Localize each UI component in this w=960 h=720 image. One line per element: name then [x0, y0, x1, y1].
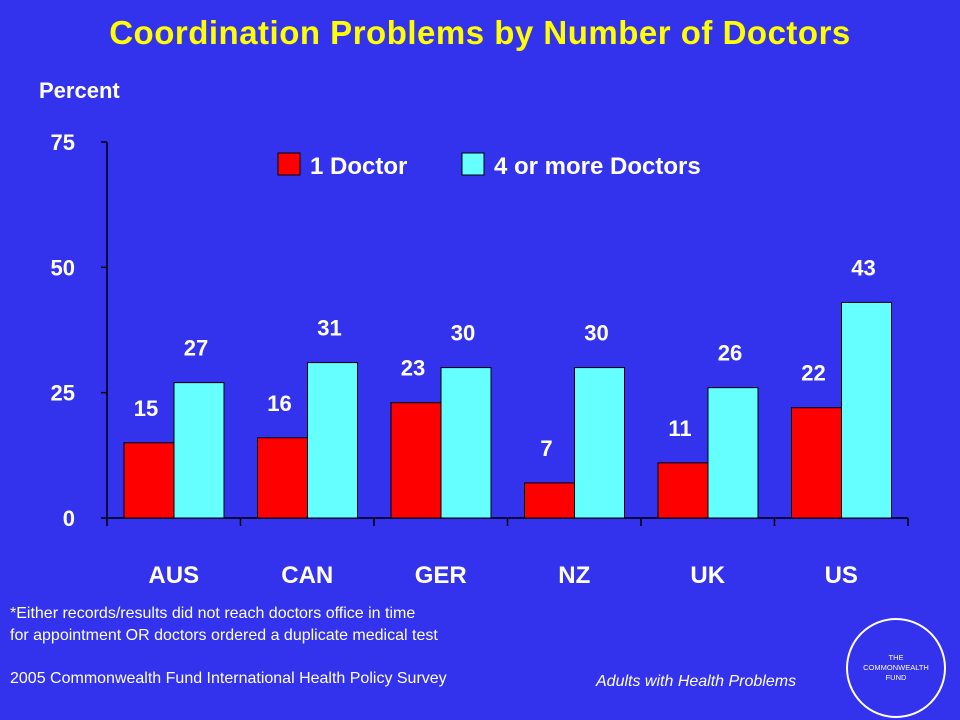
legend-swatch-four-plus-doctors [461, 152, 485, 176]
footnote-line-1: *Either records/results did not reach do… [10, 605, 416, 622]
y-axis-label: Percent [39, 78, 120, 103]
data-label: 30 [451, 321, 475, 346]
logo-line-2: COMMONWEALTH [863, 663, 929, 672]
source-note: 2005 Commonwealth Fund International Hea… [10, 670, 447, 687]
data-label: 27 [184, 336, 208, 361]
y-tick-label: 0 [63, 506, 75, 531]
x-tick-label: GER [415, 562, 467, 589]
x-tick-label: US [825, 562, 858, 589]
bar-four-plus-doctors [440, 367, 492, 519]
data-label: 31 [317, 316, 341, 341]
data-label: 7 [540, 436, 552, 461]
bar-four-plus-doctors [173, 382, 225, 519]
data-label: 30 [584, 321, 608, 346]
y-tick-label: 25 [51, 381, 75, 406]
data-label: 16 [267, 391, 291, 416]
logo-line-3: FUND [885, 673, 907, 682]
bar-four-plus-doctors [574, 367, 625, 519]
x-tick-label: UK [690, 562, 725, 589]
commonwealth-fund-logo: THE COMMONWEALTH FUND [846, 618, 946, 718]
legend-label: 4 or more Doctors [494, 153, 701, 180]
bar-one-doctor [791, 407, 842, 519]
chart-title: Coordination Problems by Number of Docto… [109, 14, 851, 51]
bar-four-plus-doctors [307, 362, 358, 519]
data-label: 23 [401, 356, 425, 381]
data-label: 11 [668, 416, 691, 441]
bar-one-doctor [524, 482, 575, 519]
bar-one-doctor [657, 462, 709, 519]
footnote-line-2: for appointment OR doctors ordered a dup… [10, 627, 438, 644]
footnote: *Either records/results did not reach do… [10, 603, 438, 647]
bar-one-doctor [257, 437, 308, 519]
bar-four-plus-doctors [707, 387, 759, 519]
x-tick-label: NZ [558, 562, 590, 589]
logo-line-1: THE [888, 653, 904, 662]
x-tick-label: CAN [281, 562, 333, 589]
legend-swatch-one-doctor [277, 152, 301, 176]
bar-chart: 0 25 50 75 15 27 AUS 16 31 CAN 23 30 GER 7 30 NZ 11 26 UK 2… [51, 130, 909, 589]
data-label: 22 [801, 361, 825, 386]
data-label: 26 [718, 341, 742, 366]
x-tick-label: AUS [148, 562, 199, 589]
data-label: 15 [134, 396, 158, 421]
population-note: Adults with Health Problems [596, 673, 797, 690]
bar-one-doctor [123, 442, 175, 519]
bar-one-doctor [390, 402, 442, 519]
bar-four-plus-doctors [841, 301, 892, 519]
legend-label: 1 Doctor [310, 153, 407, 180]
data-label: 43 [851, 255, 875, 280]
y-tick-label: 75 [51, 130, 75, 155]
y-tick-label: 50 [51, 255, 75, 280]
